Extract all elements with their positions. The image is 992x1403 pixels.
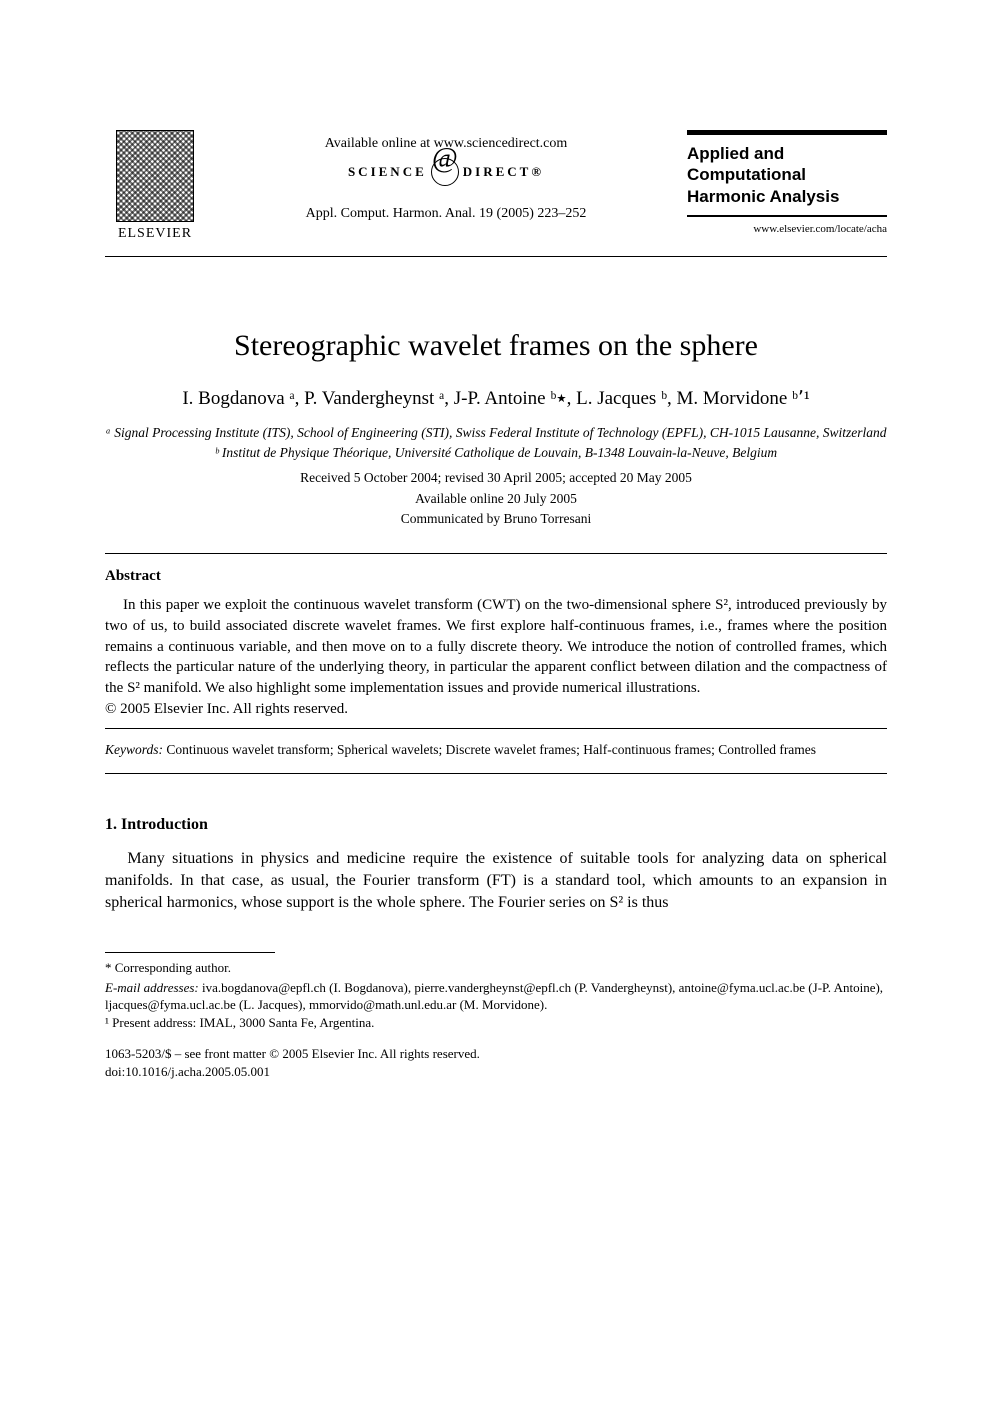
header-center: Available online at www.sciencedirect.co… (205, 130, 687, 222)
emails-text: iva.bogdanova@epfl.ch (I. Bogdanova), pi… (105, 980, 883, 1013)
journal-name-line: Computational (687, 164, 887, 185)
article-title: Stereographic wavelet frames on the sphe… (105, 329, 887, 363)
journal-name-line: Harmonic Analysis (687, 186, 887, 207)
publisher-label: ELSEVIER (105, 226, 205, 242)
journal-url: www.elsevier.com/locate/acha (687, 223, 887, 235)
front-matter: 1063-5203/$ – see front matter © 2005 El… (105, 1045, 887, 1080)
sciencedirect-left: SCIENCE (348, 164, 427, 180)
dates-received: Received 5 October 2004; revised 30 Apri… (105, 468, 887, 488)
footnote-emails: E-mail addresses: iva.bogdanova@epfl.ch … (105, 979, 887, 1014)
article-dates: Received 5 October 2004; revised 30 Apri… (105, 468, 887, 529)
page: ELSEVIER Available online at www.science… (0, 0, 992, 1403)
keywords-label: Keywords: (105, 742, 163, 757)
abstract-top-rule (105, 553, 887, 554)
keywords-text: Continuous wavelet transform; Spherical … (163, 742, 816, 757)
dates-online: Available online 20 July 2005 (105, 489, 887, 509)
journal-reference: Appl. Comput. Harmon. Anal. 19 (2005) 22… (205, 206, 687, 222)
abstract-body: In this paper we exploit the continuous … (105, 595, 887, 698)
journal-name-box: Applied and Computational Harmonic Analy… (687, 130, 887, 217)
footnote-present-address: ¹ Present address: IMAL, 3000 Santa Fe, … (105, 1014, 887, 1032)
front-matter-doi: doi:10.1016/j.acha.2005.05.001 (105, 1063, 887, 1081)
abstract-heading: Abstract (105, 568, 887, 585)
abstract-copyright: © 2005 Elsevier Inc. All rights reserved… (105, 701, 887, 718)
emails-label: E-mail addresses: (105, 980, 199, 995)
affiliation-b: ᵇ Institut de Physique Théorique, Univer… (105, 444, 887, 462)
dates-communicated: Communicated by Bruno Torresani (105, 509, 887, 529)
keywords-bottom-rule (105, 773, 887, 774)
section-heading-1: 1. Introduction (105, 816, 887, 834)
section-1-para-1: Many situations in physics and medicine … (105, 848, 887, 914)
journal-name-line: Applied and (687, 143, 887, 164)
sciencedirect-right: DIRECT® (463, 164, 544, 180)
front-matter-line1: 1063-5203/$ – see front matter © 2005 El… (105, 1045, 887, 1063)
header-right: Applied and Computational Harmonic Analy… (687, 130, 887, 235)
page-header: ELSEVIER Available online at www.science… (105, 130, 887, 242)
sciencedirect-logo: SCIENCE @ DIRECT® (348, 158, 544, 186)
header-rule (105, 256, 887, 257)
keywords-top-rule (105, 728, 887, 729)
affiliation-a: ᵃ Signal Processing Institute (ITS), Sch… (105, 424, 887, 442)
publisher-logo-block: ELSEVIER (105, 130, 205, 242)
keywords-line: Keywords: Continuous wavelet transform; … (105, 741, 887, 759)
elsevier-tree-icon (116, 130, 194, 222)
footnote-rule (105, 952, 275, 953)
at-icon: @ (431, 158, 459, 186)
footnote-corresponding: * Corresponding author. (105, 959, 887, 977)
authors-line: I. Bogdanova ᵃ, P. Vandergheynst ᵃ, J-P.… (105, 387, 887, 410)
